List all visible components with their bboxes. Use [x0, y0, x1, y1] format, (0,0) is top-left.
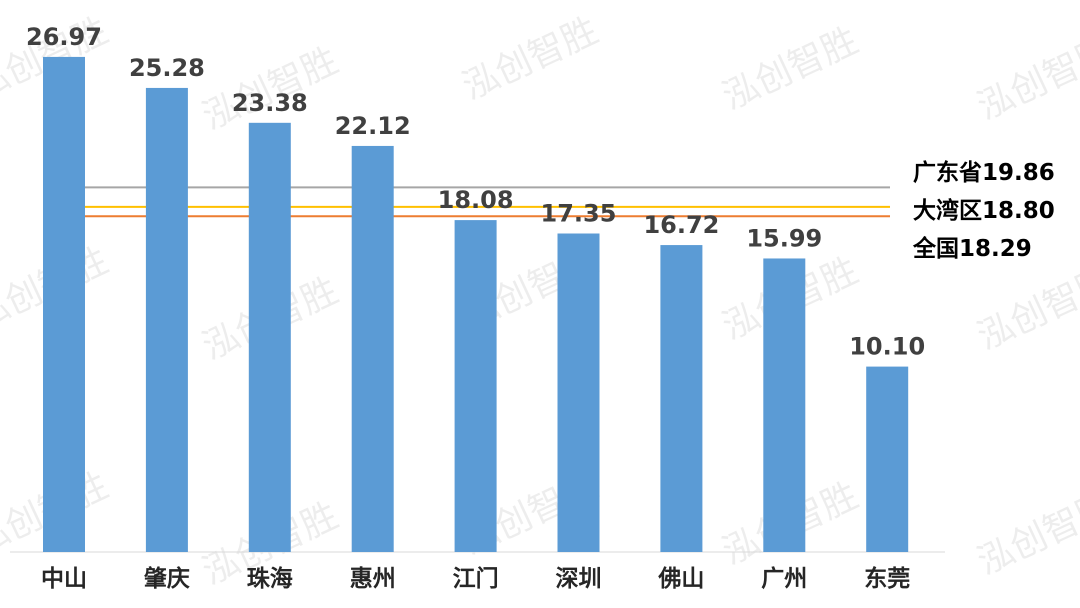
bar-value-label: 23.38: [232, 89, 308, 117]
bar-value-label: 25.28: [129, 54, 205, 82]
bar-value-label: 18.08: [438, 186, 514, 214]
bar: [351, 145, 394, 552]
guangdong-reference-label: 广东省19.86: [913, 159, 1055, 186]
watermark-text: 泓创智胜: [971, 260, 1080, 358]
watermark-text: 泓创智胜: [971, 485, 1080, 583]
bar-value-label: 26.97: [26, 23, 102, 51]
category-label: 江门: [453, 565, 499, 592]
bar-value-label: 17.35: [541, 200, 617, 228]
bar-value-label: 15.99: [746, 224, 822, 252]
bar: [454, 220, 497, 553]
category-label: 珠海: [247, 565, 293, 592]
bar: [248, 122, 291, 552]
category-label: 东莞: [864, 565, 910, 592]
category-label: 广州: [761, 565, 807, 592]
bar: [43, 56, 85, 552]
reference-line-labels: 广东省19.86 大湾区18.80 全国18.29: [912, 159, 1055, 262]
bar: [145, 87, 188, 552]
watermark-text: 泓创智胜: [971, 30, 1080, 128]
bar: [763, 258, 806, 552]
category-label: 中山: [41, 566, 87, 592]
bar: [557, 233, 600, 552]
bar-value-label: 22.12: [335, 112, 411, 140]
category-label: 肇庆: [144, 565, 190, 592]
national-reference-label: 全国18.29: [912, 235, 1032, 262]
greater-bay-area-reference-label: 大湾区18.80: [913, 197, 1055, 224]
reference-lines: [62, 186, 890, 218]
value-labels: 26.97 25.28 23.38 22.12 18.08 17.35 16.72 15.99…: [26, 23, 925, 361]
category-label: 深圳: [556, 566, 602, 592]
watermark-text: 泓创智胜: [716, 20, 864, 118]
bar: [660, 245, 703, 552]
bar: [866, 366, 909, 552]
watermark-text: 泓创智胜: [456, 10, 604, 108]
category-label: 佛山: [657, 566, 704, 592]
bar-value-label: 16.72: [643, 211, 719, 239]
bars: [43, 56, 909, 553]
bar-value-label: 10.10: [849, 333, 925, 361]
category-labels: 中山 肇庆 珠海 惠州 江门 深圳 佛山 广州 东莞: [41, 565, 910, 592]
category-label: 惠州: [350, 566, 396, 592]
